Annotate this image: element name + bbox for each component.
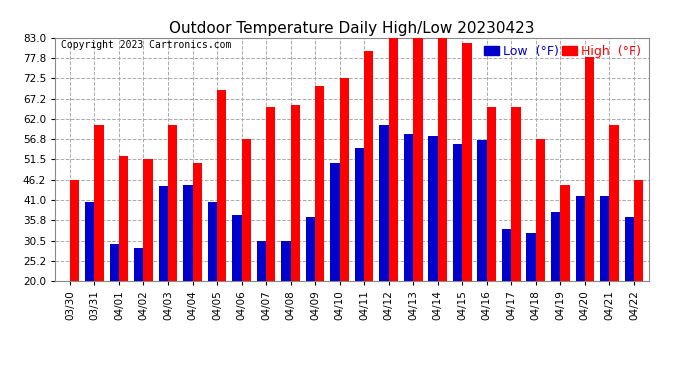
Bar [477,140,486,281]
Bar [355,148,364,281]
Bar [551,211,560,281]
Text: Copyright 2023 Cartronics.com: Copyright 2023 Cartronics.com [61,40,232,50]
Bar [217,90,226,281]
Bar [315,86,324,281]
Title: Outdoor Temperature Daily High/Low 20230423: Outdoor Temperature Daily High/Low 20230… [169,21,535,36]
Bar [339,78,349,281]
Bar [364,51,373,281]
Bar [134,248,144,281]
Bar [306,217,315,281]
Bar [70,180,79,281]
Bar [266,107,275,281]
Bar [159,186,168,281]
Bar [404,134,413,281]
Bar [241,139,251,281]
Bar [600,196,609,281]
Bar [462,43,471,281]
Bar [585,57,594,281]
Bar [119,156,128,281]
Bar [428,136,437,281]
Bar [380,124,388,281]
Bar [184,184,193,281]
Bar [208,202,217,281]
Bar [560,184,570,281]
Bar [536,139,545,281]
Bar [453,144,462,281]
Bar [331,163,339,281]
Bar [624,217,634,281]
Bar [502,229,511,281]
Bar [388,38,398,281]
Legend: Low  (°F), High  (°F): Low (°F), High (°F) [483,44,642,59]
Bar [609,124,619,281]
Bar [511,107,520,281]
Bar [95,124,103,281]
Bar [413,38,422,281]
Bar [575,196,585,281]
Bar [257,241,266,281]
Bar [144,159,152,281]
Bar [290,105,300,281]
Bar [233,216,241,281]
Bar [110,244,119,281]
Bar [526,233,536,281]
Bar [168,124,177,281]
Bar [193,163,202,281]
Bar [486,107,496,281]
Bar [634,180,643,281]
Bar [282,241,290,281]
Bar [437,38,447,281]
Bar [85,202,95,281]
